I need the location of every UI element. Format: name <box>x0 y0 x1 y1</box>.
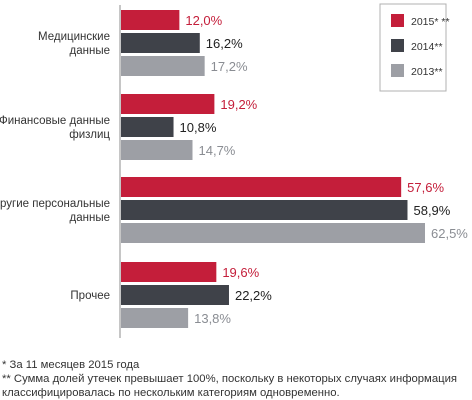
bar-0-0 <box>121 10 180 30</box>
data-label-0-1: 19,2% <box>220 97 257 112</box>
data-label-1-2: 58,9% <box>413 203 450 218</box>
bar-chart: Медицинские данные 12,0% 16,2% 17,2% Финансов… <box>0 3 468 338</box>
data-label-2-2: 62,5% <box>431 226 468 241</box>
bar-2-2 <box>121 223 425 243</box>
data-label-1-1: 10,8% <box>180 120 217 135</box>
category-label-3-0: Прочее <box>70 290 110 302</box>
category-label-1-1: физлиц <box>69 129 110 141</box>
bar-2-0 <box>121 56 205 76</box>
data-label-0-0: 12,0% <box>185 13 222 28</box>
legend-swatch-0 <box>391 14 404 27</box>
data-label-0-2: 57,6% <box>407 180 444 195</box>
data-label-1-3: 22,2% <box>235 288 272 303</box>
footnote-1: * За 11 месяцев 2015 года <box>2 359 140 371</box>
category-label-0-1: данные <box>70 45 110 57</box>
data-label-2-0: 17,2% <box>211 59 248 74</box>
category-label-1-0: Финансовые данные <box>0 115 110 127</box>
bar-2-3 <box>121 308 189 328</box>
data-label-2-1: 14,7% <box>199 143 236 158</box>
footnote-2: ** Сумма долей утечек превышает 100%, по… <box>2 373 457 385</box>
bar-2-1 <box>121 140 193 160</box>
legend-swatch-1 <box>391 39 404 52</box>
category-label-0-0: Медицинские <box>38 31 110 43</box>
data-label-1-0: 16,2% <box>206 36 243 51</box>
bar-1-3 <box>121 285 229 305</box>
bar-1-1 <box>121 117 174 137</box>
bar-0-3 <box>121 262 217 282</box>
legend-label-2: 2013** <box>411 66 443 78</box>
bar-0-2 <box>121 177 402 197</box>
bar-0-1 <box>121 94 215 114</box>
category-label-2-1: данные <box>70 212 110 224</box>
legend-label-0: 2015* ** <box>411 16 450 28</box>
footnote-3: классифицировалась по нескольким категор… <box>2 387 340 399</box>
bar-1-2 <box>121 200 408 220</box>
footnotes: * За 11 месяцев 2015 года ** Сумма долей… <box>2 358 472 400</box>
data-label-0-3: 19,6% <box>222 265 259 280</box>
data-label-2-3: 13,8% <box>194 311 231 326</box>
legend-swatch-2 <box>391 64 404 77</box>
category-label-2-0: Другие персональные <box>0 198 110 210</box>
legend-label-1: 2014** <box>411 41 443 53</box>
bar-1-0 <box>121 33 200 53</box>
